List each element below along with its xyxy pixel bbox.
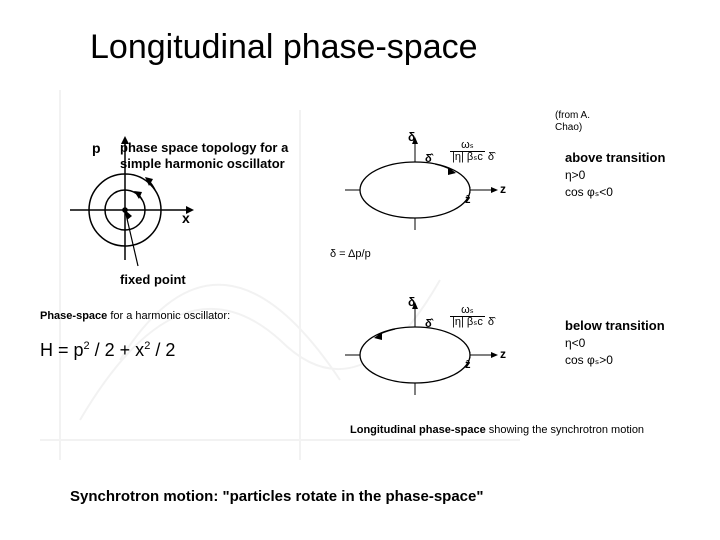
- below-transition-eta: η<0: [565, 336, 665, 350]
- omega-den-top: |η| βₛc: [450, 152, 485, 163]
- harmonic-caption-rest: for a harmonic oscillator:: [107, 310, 230, 322]
- above-transition-eta: η>0: [565, 168, 665, 182]
- ellipse-bot-omega-formula: ωₛ |η| βₛc δ̂: [450, 305, 494, 328]
- below-transition-title: below transition: [565, 318, 665, 333]
- longitudinal-caption: Longitudinal phase-space showing the syn…: [350, 420, 670, 441]
- above-transition-cos: cos φₛ<0: [565, 185, 665, 199]
- above-transition-block: above transition η>0 cos φₛ<0: [565, 150, 665, 199]
- ellipse-bot-z-axis: z: [500, 347, 506, 361]
- delta-definition: δ = Δp/p: [330, 248, 371, 260]
- ellipse-top-omega-formula: ωₛ |η| βₛc δ̂: [450, 140, 494, 163]
- harmonic-caption: Phase-space for a harmonic oscillator:: [40, 310, 230, 322]
- below-transition-cos: cos φₛ>0: [565, 353, 665, 367]
- bottom-statement: Synchrotron motion: "particles rotate in…: [70, 488, 483, 505]
- harmonic-oscillator-diagram: [70, 130, 220, 290]
- omega-suffix-top: δ̂: [488, 151, 494, 163]
- ellipse-bot-z-hat: ẑ: [465, 359, 471, 371]
- harmonic-caption-lead: Phase-space: [40, 310, 107, 322]
- ellipse-top-delta-axis: δ: [408, 130, 415, 144]
- longitudinal-caption-lead: Longitudinal phase-space: [350, 424, 486, 436]
- below-transition-block: below transition η<0 cos φₛ>0: [565, 318, 665, 367]
- ellipse-bot-delta-hat: δ̂: [425, 318, 432, 330]
- ellipse-top-z-axis: z: [500, 182, 506, 196]
- ellipse-bot-delta-axis: δ: [408, 295, 415, 309]
- omega-den-bot: |η| βₛc: [450, 317, 485, 328]
- attribution: (from A. Chao): [555, 110, 605, 134]
- longitudinal-caption-rest: showing the synchrotron motion: [486, 424, 644, 436]
- omega-suffix-bot: δ̂: [488, 316, 494, 328]
- hamiltonian-equation: H = p2 / 2 + x2 / 2: [40, 340, 175, 361]
- ellipse-top-z-hat: ẑ: [465, 194, 471, 206]
- ellipse-top-delta-hat: δ̂: [425, 153, 432, 165]
- above-transition-title: above transition: [565, 150, 665, 165]
- page-title: Longitudinal phase-space: [90, 28, 478, 67]
